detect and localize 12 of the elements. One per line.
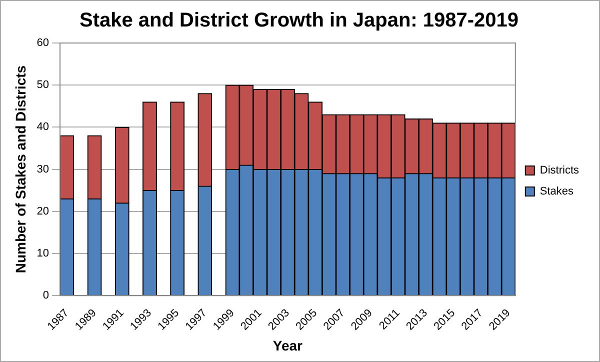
y-tick-label: 0 [42,290,50,302]
legend-label: Stakes [540,186,574,198]
y-tick-label: 60 [36,37,50,50]
y-tick-label: 10 [36,248,50,260]
chart-title: Stake and District Growth in Japan: 1987-2019 [79,10,519,32]
y-tick-label: 30 [36,163,50,176]
legend-label: Districts [540,164,580,177]
y-tick-label: 50 [36,79,50,92]
x-axis-title: Year [272,337,304,354]
y-axis-title: Number of Stakes and Districts [12,65,28,274]
y-tick-label: 20 [36,205,50,218]
y-tick-label: 40 [36,121,50,134]
